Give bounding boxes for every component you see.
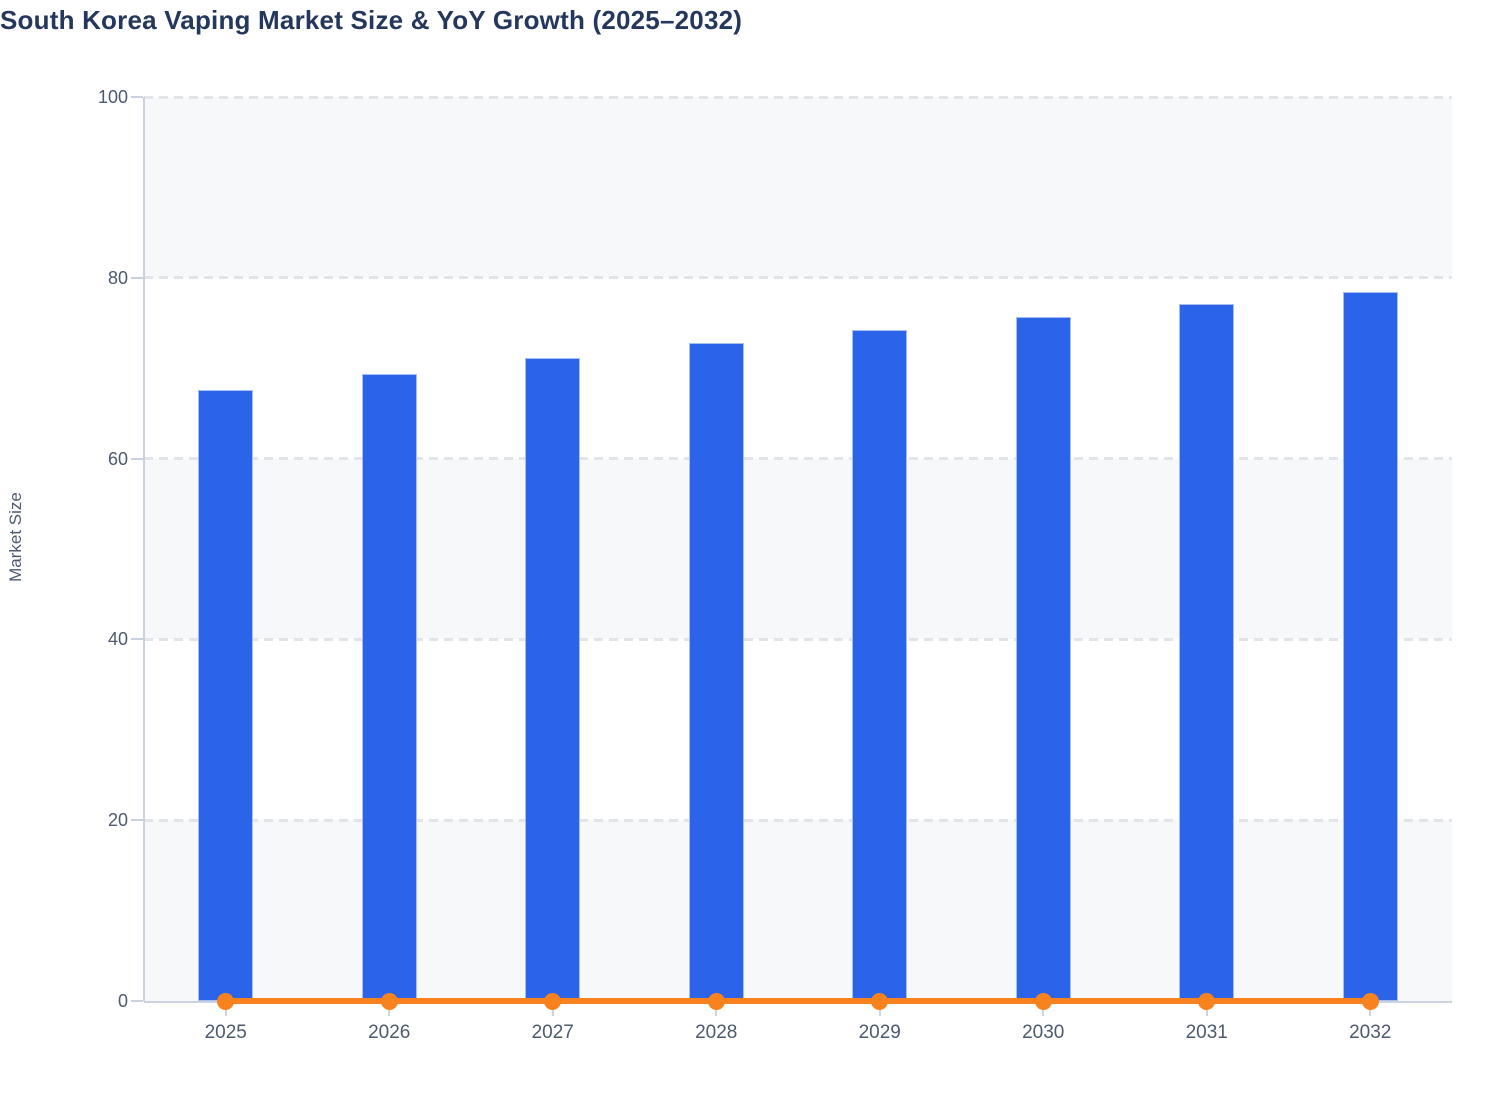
bar-2029 — [852, 330, 908, 1001]
x-axis-label-2027: 2027 — [531, 1022, 574, 1043]
x-tick — [878, 1003, 881, 1016]
x-axis-label-2028: 2028 — [695, 1022, 738, 1043]
grid-band — [144, 458, 1452, 640]
x-tick — [224, 1003, 227, 1016]
bar-2027 — [525, 358, 581, 1001]
x-axis-label-2030: 2030 — [1022, 1022, 1065, 1043]
grid-band — [144, 97, 1452, 278]
x-axis-label-2025: 2025 — [204, 1022, 247, 1043]
x-tick — [388, 1003, 391, 1016]
x-tick — [715, 1003, 718, 1016]
x-axis-label-2032: 2032 — [1349, 1022, 1392, 1043]
x-tick — [1369, 1003, 1372, 1016]
yoy-marker-2031 — [1198, 992, 1216, 1010]
bar-2032 — [1342, 292, 1398, 1001]
bar-2030 — [1015, 316, 1071, 1001]
x-axis-label-2029: 2029 — [858, 1022, 901, 1043]
x-tick — [551, 1003, 554, 1016]
yoy-marker-2029 — [871, 992, 889, 1010]
x-axis-label-2031: 2031 — [1185, 1022, 1228, 1043]
yoy-marker-2026 — [380, 992, 398, 1010]
y-axis-tick — [131, 276, 143, 279]
y-axis-tick — [131, 638, 143, 641]
y-axis-tick — [131, 457, 143, 460]
x-axis-label-2026: 2026 — [368, 1022, 411, 1043]
y-axis-tick — [131, 96, 143, 98]
y-axis-tick — [131, 1000, 143, 1002]
yoy-marker-2025 — [217, 992, 235, 1010]
yoy-growth-line — [222, 998, 1374, 1004]
yoy-marker-2032 — [1361, 992, 1379, 1010]
x-tick — [1042, 1003, 1045, 1016]
y-tick-label: 40 — [107, 629, 128, 650]
y-axis-title: Market Size — [6, 492, 25, 582]
yoy-marker-2027 — [544, 992, 562, 1010]
bar-2031 — [1179, 304, 1235, 1001]
gridline — [144, 818, 1452, 822]
y-tick-label: 60 — [107, 448, 128, 469]
bar-2025 — [198, 389, 254, 1001]
bar-2026 — [361, 373, 417, 1001]
bar-2028 — [688, 342, 744, 1001]
gridline — [144, 276, 1452, 280]
gridline — [144, 637, 1452, 641]
yoy-marker-2028 — [707, 992, 725, 1010]
y-tick-label: 0 — [117, 991, 128, 1011]
y-tick-label: 100 — [97, 87, 128, 107]
yoy-marker-2030 — [1034, 992, 1052, 1010]
y-tick-label: 80 — [107, 267, 128, 288]
x-tick — [1205, 1003, 1208, 1016]
y-tick-label: 20 — [107, 810, 128, 831]
y-axis-line — [143, 97, 145, 1001]
grid-band — [144, 820, 1452, 1001]
gridline — [144, 95, 1452, 99]
y-axis-tick — [131, 819, 143, 822]
gridline — [144, 457, 1452, 461]
chart-title: South Korea Vaping Market Size & YoY Gro… — [0, 5, 743, 35]
